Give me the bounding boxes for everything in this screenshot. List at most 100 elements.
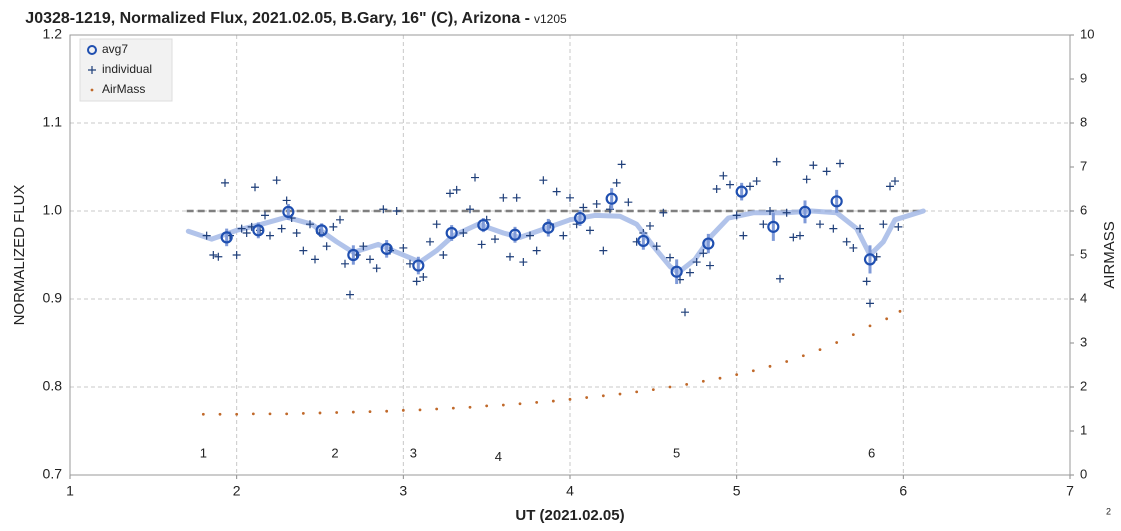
airmass-point bbox=[201, 412, 205, 416]
individual-point bbox=[809, 161, 818, 170]
individual-point bbox=[652, 242, 661, 251]
individual-point bbox=[692, 258, 701, 267]
airmass-point bbox=[601, 394, 605, 398]
airmass-point bbox=[768, 364, 772, 368]
individual-point bbox=[372, 264, 381, 273]
individual-point bbox=[712, 185, 721, 193]
airmass-point bbox=[898, 309, 902, 313]
individual-point bbox=[766, 207, 774, 215]
individual-point bbox=[681, 308, 689, 317]
chart-title-version: v1205 bbox=[534, 12, 567, 26]
individual-point bbox=[439, 251, 448, 259]
airmass-point bbox=[285, 412, 289, 416]
individual-point bbox=[329, 222, 338, 231]
annotation: 4 bbox=[495, 449, 502, 464]
airmass-point bbox=[318, 411, 322, 415]
avg-point bbox=[767, 220, 780, 233]
y-tick-label: 1.2 bbox=[43, 26, 63, 42]
airmass-point bbox=[735, 373, 739, 377]
y2-tick-label: 8 bbox=[1080, 114, 1087, 129]
x-tick-label: 2 bbox=[233, 483, 241, 499]
individual-point bbox=[842, 237, 851, 246]
individual-point bbox=[796, 231, 804, 240]
y2-axis-label: AIRMASS bbox=[1101, 221, 1118, 289]
annotation: 2 bbox=[331, 445, 338, 460]
avg-point bbox=[252, 224, 265, 237]
individual-point bbox=[856, 224, 864, 233]
avg-point bbox=[347, 248, 360, 262]
individual-point bbox=[746, 182, 754, 191]
y2-tick-label: 4 bbox=[1080, 290, 1087, 305]
airmass-point bbox=[351, 410, 355, 414]
avg-point bbox=[605, 192, 618, 205]
legend-marker bbox=[87, 45, 97, 55]
individual-point bbox=[214, 252, 223, 261]
avg-point bbox=[380, 242, 393, 255]
y2-tick-label: 5 bbox=[1080, 246, 1087, 261]
individual-point bbox=[221, 178, 229, 187]
individual-point bbox=[209, 251, 218, 259]
individual-point bbox=[452, 185, 461, 194]
individual-point bbox=[617, 160, 626, 169]
individual-point bbox=[359, 242, 368, 251]
individual-point bbox=[599, 246, 608, 255]
y2-tick-label: 10 bbox=[1080, 26, 1094, 41]
individual-point bbox=[586, 226, 594, 235]
airmass-point bbox=[885, 317, 889, 321]
airmass-point bbox=[435, 407, 439, 411]
individual-point bbox=[739, 231, 748, 240]
airmass-point bbox=[485, 404, 489, 408]
avg-point bbox=[542, 221, 555, 234]
individual-point bbox=[341, 259, 349, 268]
airmass-point bbox=[451, 406, 455, 410]
smooth-line bbox=[185, 208, 926, 276]
airmass-point bbox=[468, 405, 472, 409]
avg-point bbox=[863, 253, 877, 266]
individual-point bbox=[592, 199, 601, 208]
individual-point bbox=[894, 222, 903, 231]
individual-point bbox=[646, 221, 654, 230]
individual-point bbox=[659, 208, 668, 217]
annotation: 5 bbox=[673, 445, 680, 460]
legend-label: AirMass bbox=[102, 82, 145, 96]
airmass-point bbox=[568, 397, 572, 401]
individual-point bbox=[772, 157, 781, 166]
individual-point bbox=[752, 177, 761, 186]
individual-point bbox=[512, 193, 521, 202]
individual-point bbox=[379, 205, 388, 214]
airmass-point bbox=[668, 385, 672, 389]
individual-point bbox=[829, 224, 838, 233]
airmass-point bbox=[818, 348, 822, 351]
chart-title: J0328-1219, Normalized Flux, 2021.02.05,… bbox=[25, 10, 530, 27]
airmass-point bbox=[385, 409, 389, 413]
airmass-point bbox=[701, 379, 705, 383]
legend-label: avg7 bbox=[102, 42, 128, 56]
individual-point bbox=[706, 261, 714, 270]
individual-point bbox=[539, 176, 548, 185]
individual-point bbox=[471, 173, 479, 182]
avg-point bbox=[315, 224, 328, 237]
avg-point bbox=[702, 237, 715, 250]
plot-frame bbox=[69, 34, 1071, 476]
individual-point bbox=[251, 183, 259, 192]
airmass-point bbox=[635, 390, 639, 394]
individual-point bbox=[466, 205, 474, 214]
individual-point bbox=[261, 211, 269, 220]
y2-tick-label: 0 bbox=[1080, 466, 1087, 481]
individual-point bbox=[299, 246, 308, 255]
individual-point bbox=[612, 178, 621, 187]
airmass-point bbox=[651, 388, 655, 392]
x-tick-label: 1 bbox=[66, 483, 74, 499]
airmass-point bbox=[501, 403, 505, 407]
avg-point bbox=[735, 185, 748, 198]
individual-point bbox=[412, 277, 421, 286]
airmass-point bbox=[551, 399, 555, 403]
individual-point bbox=[849, 243, 858, 252]
y-tick-label: 1.0 bbox=[43, 202, 63, 218]
page-number: 2 bbox=[1106, 506, 1111, 516]
individual-point bbox=[432, 220, 441, 229]
individual-point bbox=[392, 207, 401, 215]
y-tick-label: 1.1 bbox=[43, 114, 63, 130]
legend-label: individual bbox=[102, 62, 152, 76]
